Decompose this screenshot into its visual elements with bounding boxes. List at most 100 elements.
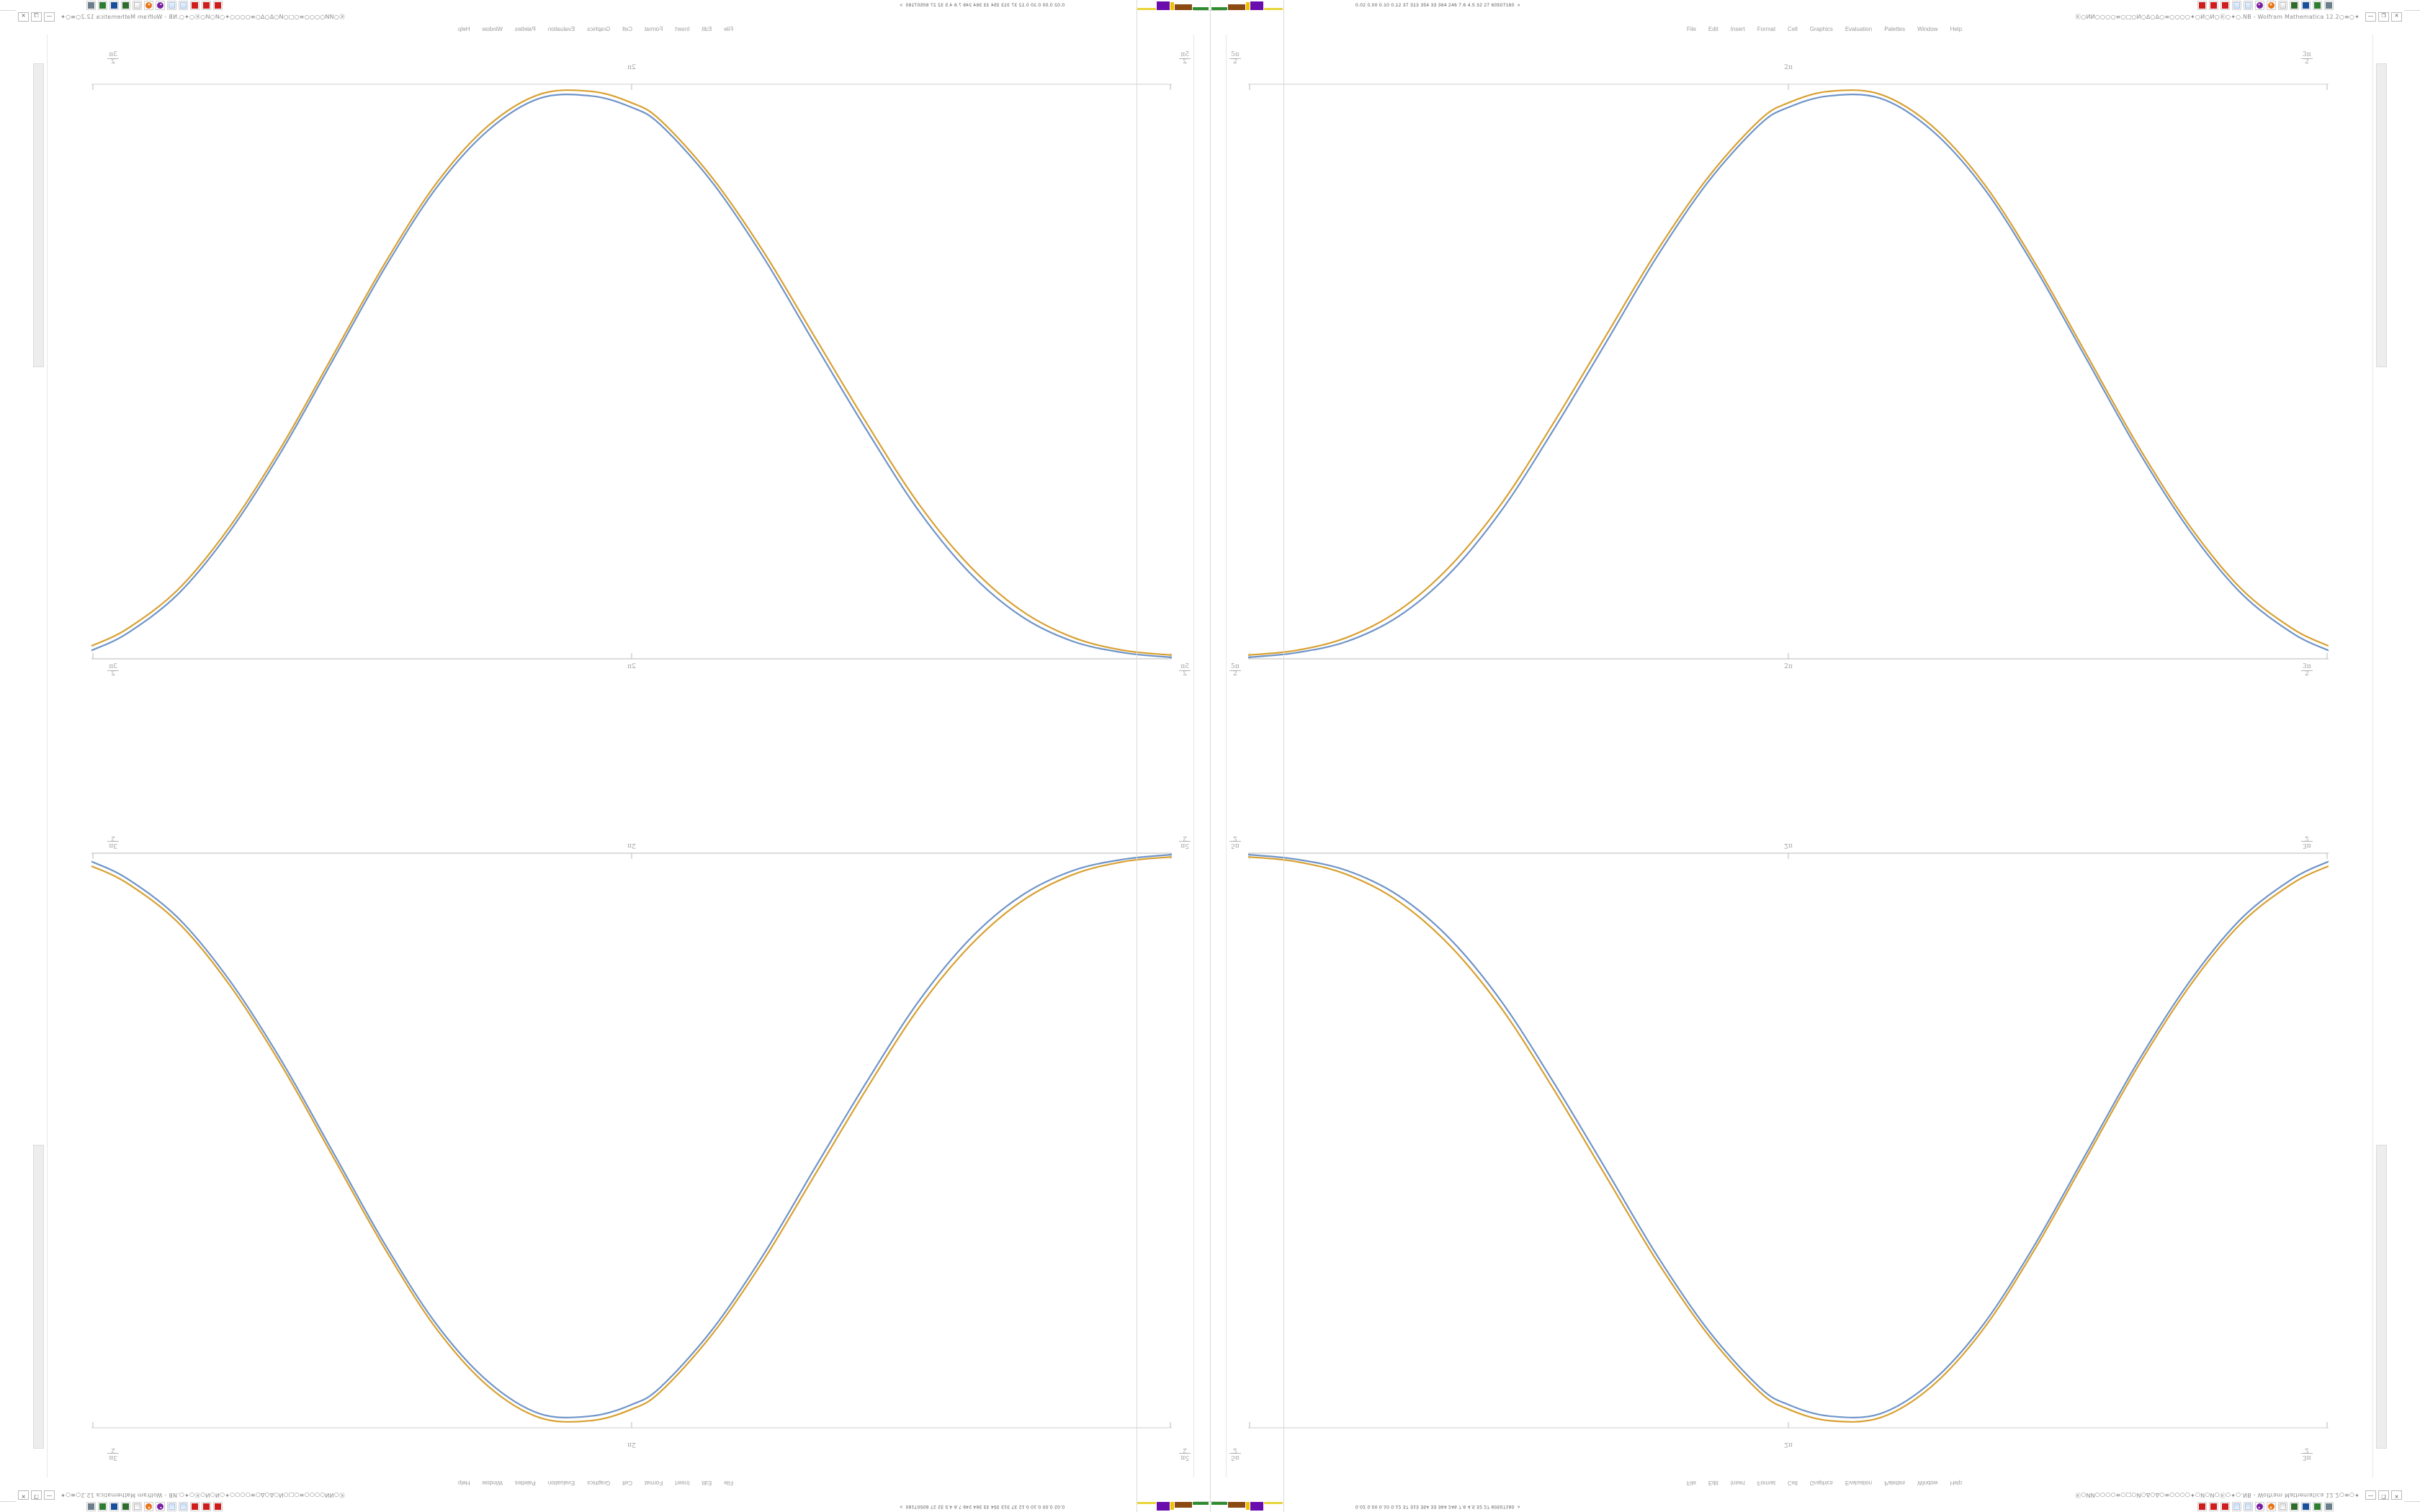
monitor-icon[interactable] <box>86 1502 96 1512</box>
close-button[interactable]: ✕ <box>2391 12 2402 22</box>
settings-icon[interactable] <box>2209 1502 2218 1512</box>
menu-item-graphics[interactable]: Graphics <box>1809 25 1833 32</box>
window-titlebar[interactable]: ✦○≡○Ⓚ○ИИ○○○○≡○□○И○∆○∆○≡○○○○✦○И○И○Ⓚ○✦○.NB… <box>1226 10 2404 23</box>
media-icon[interactable] <box>2313 1502 2322 1512</box>
maximize-button[interactable]: ❐ <box>2378 12 2389 22</box>
system-taskbar[interactable]: 0.02 0.00 0.10 0.12 37 313 354 33 364 24… <box>1210 0 2420 11</box>
document-icon[interactable] <box>2278 1502 2287 1512</box>
save-icon[interactable] <box>2301 0 2311 10</box>
minimize-button[interactable]: — <box>2365 1490 2376 1500</box>
plot[interactable]: 5π 2 2π 3π 2 5π 2 2π 3π 2 <box>1229 834 2329 1461</box>
menu-item-file[interactable]: File <box>1687 25 1696 32</box>
menu-item-graphics[interactable]: Graphics <box>1809 1480 1833 1487</box>
menu-item-format[interactable]: Format <box>644 25 663 32</box>
menu-item-cell[interactable]: Cell <box>1788 25 1798 32</box>
monitor-icon[interactable] <box>2324 1502 2334 1512</box>
firefox-icon[interactable] <box>2267 1502 2276 1512</box>
document-icon[interactable] <box>133 1502 142 1512</box>
menu-item-help[interactable]: Help <box>1950 1480 1963 1487</box>
save-icon[interactable] <box>109 0 119 10</box>
plot-output-cell[interactable]: 5π 2 2π 3π 2 5π 2 2π 3π 2 <box>48 815 1193 1461</box>
browser-icon[interactable] <box>2255 1502 2264 1512</box>
menu-item-window[interactable]: Window <box>1917 1480 1938 1487</box>
taskbar-expand-icon[interactable]: » <box>1517 1504 1520 1510</box>
calculator-icon[interactable] <box>179 1502 188 1512</box>
window-titlebar[interactable]: ✦○≡○Ⓚ○ИИ○○○○≡○□○И○∆○∆○≡○○○○✦○И○И○Ⓚ○✦○.NB… <box>1226 1489 2404 1502</box>
menu-item-cell[interactable]: Cell <box>622 1480 632 1487</box>
maximize-button[interactable]: ❐ <box>2378 1490 2389 1500</box>
save-icon[interactable] <box>109 1502 119 1512</box>
firefox-icon[interactable] <box>2267 0 2276 10</box>
terminal-icon[interactable] <box>2290 1502 2299 1512</box>
menu-item-help[interactable]: Help <box>457 25 470 32</box>
window-titlebar[interactable]: ✦○≡○Ⓚ○ИИ○○○○≡○□○И○∆○∆○≡○○○○✦○И○И○Ⓚ○✦○.NB… <box>16 1489 1194 1502</box>
menu-bar[interactable]: File Edit Insert Format Cell Graphics Ev… <box>0 23 1194 35</box>
settings-icon[interactable] <box>213 0 223 10</box>
plot-output-cell[interactable]: 5π 2 2π 3π 2 5π 2 2π 3π 2 <box>48 51 1193 697</box>
monitor-icon[interactable] <box>86 0 96 10</box>
taskbar-launcher-icons[interactable] <box>86 1502 223 1512</box>
document-icon[interactable] <box>2278 0 2287 10</box>
media-icon[interactable] <box>2313 0 2322 10</box>
menu-item-edit[interactable]: Edit <box>1708 1480 1718 1487</box>
system-monitor-graphs[interactable] <box>1065 0 1210 10</box>
terminal-icon[interactable] <box>2290 0 2299 10</box>
plot-output-cell[interactable]: 5π 2 2π 3π 2 5π 2 2π 3π 2 <box>1227 815 2372 1461</box>
menu-item-window[interactable]: Window <box>1917 25 1938 32</box>
settings-icon[interactable] <box>2209 0 2218 10</box>
taskbar-expand-icon[interactable]: » <box>1517 2 1520 8</box>
notebook-scrollbar[interactable] <box>2372 35 2389 756</box>
menu-item-insert[interactable]: Insert <box>1730 25 1745 32</box>
settings-icon[interactable] <box>190 1502 200 1512</box>
menu-item-window[interactable]: Window <box>482 1480 503 1487</box>
taskbar-expand-icon[interactable]: » <box>900 1504 903 1510</box>
menu-bar[interactable]: File Edit Insert Format Cell Graphics Ev… <box>0 1477 1194 1489</box>
calculator-icon[interactable] <box>2232 1502 2241 1512</box>
terminal-icon[interactable] <box>121 0 130 10</box>
settings-icon[interactable] <box>202 0 211 10</box>
maximize-button[interactable]: ❐ <box>31 12 42 22</box>
menu-item-file[interactable]: File <box>724 1480 733 1487</box>
plot-output-cell[interactable]: 5π 2 2π 3π 2 5π 2 2π 3π 2 <box>1227 51 2372 697</box>
menu-item-evaluation[interactable]: Evaluation <box>1845 25 1873 32</box>
close-button[interactable]: ✕ <box>18 1490 29 1500</box>
menu-item-insert[interactable]: Insert <box>675 1480 690 1487</box>
firefox-icon[interactable] <box>144 1502 153 1512</box>
notebook-canvas[interactable]: 5π 2 2π 3π 2 5π 2 2π 3π 2 <box>1226 756 2389 1477</box>
close-button[interactable]: ✕ <box>18 12 29 22</box>
system-monitor-graphs[interactable] <box>1210 1502 1355 1512</box>
settings-icon[interactable] <box>2197 0 2207 10</box>
settings-icon[interactable] <box>2220 1502 2230 1512</box>
notebook-canvas[interactable]: 5π 2 2π 3π 2 5π 2 2π 3π 2 <box>31 35 1194 756</box>
monitor-icon[interactable] <box>2324 0 2334 10</box>
menu-item-help[interactable]: Help <box>457 1480 470 1487</box>
plot[interactable]: 5π 2 2π 3π 2 5π 2 2π 3π 2 <box>91 51 1191 678</box>
save-icon[interactable] <box>2301 1502 2311 1512</box>
taskbar-launcher-icons[interactable] <box>86 0 223 10</box>
plot[interactable]: 5π 2 2π 3π 2 5π 2 2π 3π 2 <box>91 834 1191 1461</box>
menu-item-insert[interactable]: Insert <box>1730 1480 1745 1487</box>
menu-item-insert[interactable]: Insert <box>675 25 690 32</box>
minimize-button[interactable]: — <box>2365 12 2376 22</box>
scrollbar-thumb[interactable] <box>2376 1145 2387 1449</box>
window-titlebar[interactable]: ✦○≡○Ⓚ○ИИ○○○○≡○□○И○∆○∆○≡○○○○✦○И○И○Ⓚ○✦○.NB… <box>16 10 1194 23</box>
minimize-button[interactable]: — <box>44 12 55 22</box>
menu-item-cell[interactable]: Cell <box>622 25 632 32</box>
menu-item-format[interactable]: Format <box>1757 25 1776 32</box>
menu-item-palettes[interactable]: Palettes <box>514 1480 536 1487</box>
notebook-scrollbar[interactable] <box>31 756 48 1477</box>
minimize-button[interactable]: — <box>44 1490 55 1500</box>
calculator-icon[interactable] <box>167 1502 176 1512</box>
document-icon[interactable] <box>133 0 142 10</box>
calculator-icon[interactable] <box>2232 0 2241 10</box>
plot[interactable]: 5π 2 2π 3π 2 5π 2 2π 3π 2 <box>1229 51 2329 678</box>
menu-item-edit[interactable]: Edit <box>702 25 712 32</box>
system-monitor-graphs[interactable] <box>1065 1502 1210 1512</box>
terminal-icon[interactable] <box>121 1502 130 1512</box>
settings-icon[interactable] <box>213 1502 223 1512</box>
taskbar-expand-icon[interactable]: » <box>900 2 903 8</box>
scrollbar-thumb[interactable] <box>2376 63 2387 367</box>
menu-item-evaluation[interactable]: Evaluation <box>1845 1480 1873 1487</box>
maximize-button[interactable]: ❐ <box>31 1490 42 1500</box>
settings-icon[interactable] <box>2220 0 2230 10</box>
